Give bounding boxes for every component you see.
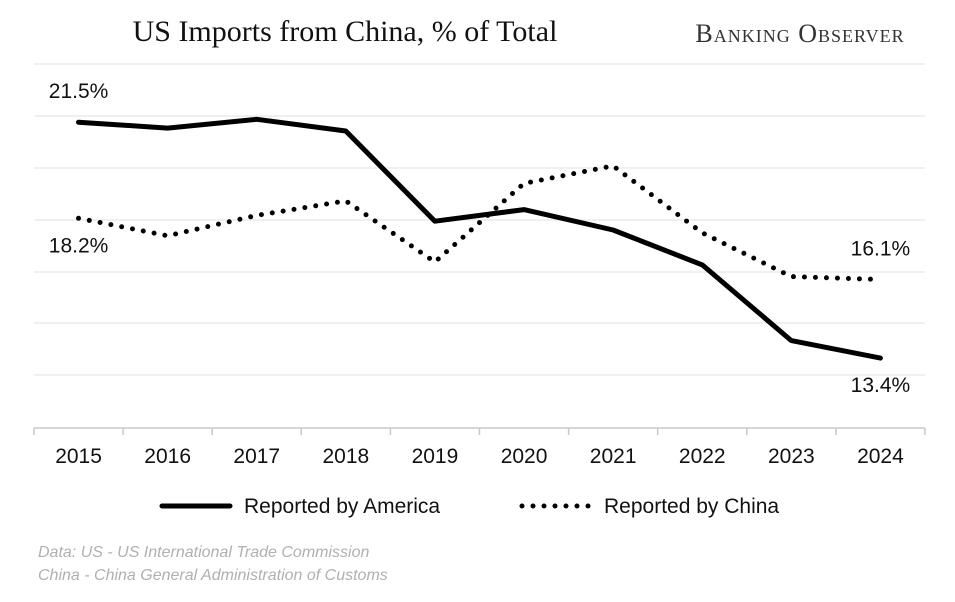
x-tick-label: 2016 [144,445,191,468]
x-tick-label: 2017 [233,445,280,468]
x-tick-label: 2018 [322,445,369,468]
x-tick-label: 2022 [679,445,726,468]
series-lines [76,116,883,361]
source-line-1: Data: US - US International Trade Commis… [38,544,369,561]
series-line-america [76,116,883,361]
gridlines [34,63,925,376]
data-label: 18.2% [49,234,109,257]
x-tick-label: 2019 [412,445,459,468]
legend-label: Reported by China [604,495,779,518]
data-label: 21.5% [49,80,109,103]
x-tick-label: 2023 [768,445,815,468]
x-tick-label: 2024 [857,445,904,468]
series-line-china [76,163,883,282]
brand-logo: Banking Observer [695,19,904,48]
data-label: 16.1% [851,237,911,260]
x-tick-label: 2015 [55,445,102,468]
x-tick-label: 2020 [501,445,548,468]
x-axis-ticks: 2015 2016 2017 2018 2019 2020 2021 2022 2023 2024 [33,428,926,468]
data-label: 13.4% [851,374,911,397]
x-tick-label: 2021 [590,445,637,468]
data-labels: 21.5% 18.2% 16.1% 13.4% [49,80,910,397]
chart-title: US Imports from China, % of Total [133,15,558,48]
legend-label: Reported by America [244,495,440,518]
legend: Reported by America Reported by China [159,495,779,518]
source-line-2: China - China General Administration of … [38,567,388,584]
